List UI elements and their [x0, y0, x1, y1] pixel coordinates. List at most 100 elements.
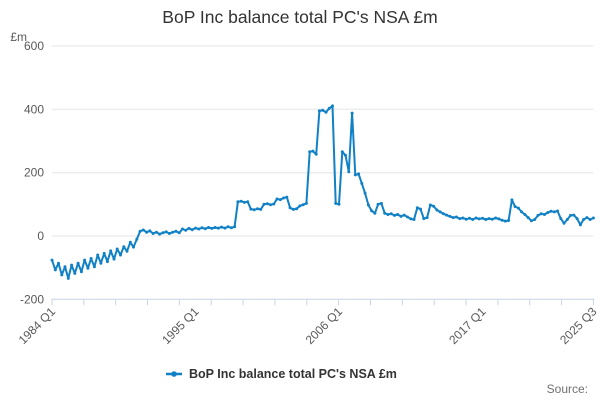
data-point — [92, 265, 96, 269]
series-line — [51, 104, 595, 280]
data-point — [282, 196, 286, 200]
data-point — [516, 206, 520, 210]
data-point — [158, 232, 162, 236]
data-point — [50, 258, 54, 262]
data-point — [529, 219, 533, 223]
data-point — [164, 230, 168, 234]
data-point — [60, 273, 64, 277]
data-point — [135, 237, 139, 241]
data-series — [50, 104, 595, 280]
data-point — [331, 104, 334, 108]
data-point — [269, 203, 272, 207]
data-point — [379, 201, 383, 205]
data-point — [285, 195, 289, 199]
data-point — [360, 181, 364, 185]
data-point — [89, 257, 93, 260]
x-tick-label: 2006 Q1 — [303, 304, 346, 347]
data-point — [236, 200, 240, 204]
source-label: Source: — [547, 382, 588, 396]
data-point — [340, 150, 344, 154]
data-point — [425, 216, 429, 220]
data-point — [324, 110, 328, 114]
data-point — [79, 270, 83, 274]
data-point — [200, 226, 204, 230]
data-point — [203, 227, 207, 231]
data-point — [471, 218, 475, 221]
data-point — [445, 213, 449, 217]
data-point — [216, 226, 220, 230]
data-point — [275, 197, 279, 201]
data-point — [468, 216, 471, 220]
data-point — [187, 226, 191, 230]
x-axis-tick-labels: 1984 Q1 1995 Q1 2006 Q1 2017 Q1 2025 Q3 — [16, 304, 600, 347]
data-point — [210, 226, 214, 230]
data-point — [510, 198, 514, 202]
data-point — [171, 230, 175, 234]
legend-label: BoP Inc balance total PC's NSA £m — [189, 367, 397, 381]
data-point — [494, 216, 498, 220]
data-point — [520, 210, 524, 214]
data-point — [409, 217, 413, 221]
data-point — [337, 202, 341, 206]
data-point — [317, 109, 321, 113]
data-point — [507, 219, 511, 222]
data-point — [389, 212, 393, 216]
data-point — [298, 204, 302, 208]
data-point — [265, 202, 269, 206]
legend: BoP Inc balance total PC's NSA £m — [166, 367, 397, 381]
data-point — [533, 218, 537, 221]
data-point — [138, 229, 142, 233]
data-point — [242, 200, 246, 204]
data-point — [357, 172, 361, 176]
data-point — [562, 221, 566, 225]
data-point — [396, 213, 400, 216]
data-point — [226, 225, 230, 229]
data-point — [451, 216, 455, 220]
data-point — [115, 247, 119, 251]
data-point — [272, 202, 276, 206]
data-point — [249, 207, 253, 211]
data-point — [500, 218, 504, 222]
data-point — [569, 213, 573, 217]
y-tick-label: 0 — [37, 229, 44, 243]
data-point — [167, 232, 171, 235]
data-point — [422, 217, 426, 221]
data-point — [353, 173, 357, 177]
data-point — [503, 219, 507, 223]
data-point — [347, 170, 351, 174]
data-point — [145, 230, 149, 234]
chart-title: BoP Inc balance total PC's NSA £m — [162, 7, 437, 27]
data-point — [311, 149, 315, 153]
data-point — [213, 226, 217, 229]
data-point — [223, 226, 227, 230]
data-point — [99, 261, 103, 265]
y-tick-label: 400 — [24, 102, 44, 116]
data-point — [181, 227, 184, 231]
data-point — [57, 261, 60, 265]
data-point — [487, 217, 491, 221]
data-point — [151, 232, 155, 235]
data-point — [477, 217, 481, 221]
data-point — [154, 230, 158, 234]
data-point — [523, 213, 527, 216]
data-point — [572, 213, 576, 217]
data-point — [373, 211, 377, 215]
data-point — [53, 268, 57, 272]
data-point — [363, 191, 367, 195]
data-point — [458, 217, 462, 221]
data-point — [252, 208, 256, 212]
data-point — [432, 204, 436, 208]
data-point — [262, 202, 266, 206]
data-point — [105, 260, 109, 264]
data-point — [490, 217, 494, 221]
data-point — [70, 263, 74, 267]
data-point — [256, 207, 259, 211]
data-point — [278, 198, 282, 202]
data-point — [197, 227, 201, 231]
data-point — [559, 217, 563, 221]
data-point — [304, 201, 308, 205]
data-point — [435, 208, 439, 212]
data-point — [441, 212, 445, 216]
data-point — [194, 226, 197, 230]
